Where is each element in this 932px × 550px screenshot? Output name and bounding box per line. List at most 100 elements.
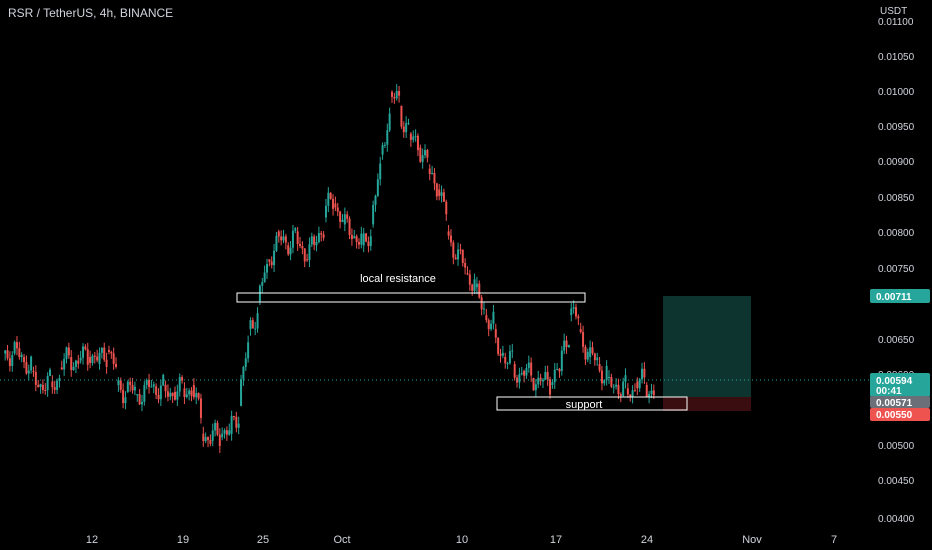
- candle-body: [598, 364, 601, 371]
- candle-body: [367, 241, 370, 247]
- candle-body: [652, 390, 655, 396]
- candle-body: [537, 377, 540, 385]
- candle-body: [299, 243, 302, 247]
- candle-body: [402, 126, 405, 133]
- candle-body: [13, 342, 16, 354]
- candle-body: [440, 192, 443, 196]
- candle-body: [565, 340, 568, 347]
- candle-body: [619, 394, 622, 396]
- candle-body: [218, 434, 221, 447]
- candle-body: [631, 390, 634, 398]
- candle-body: [600, 370, 603, 384]
- candle-body: [107, 350, 110, 352]
- candle-body: [414, 135, 417, 137]
- candle-body: [195, 393, 198, 398]
- candle-body: [416, 135, 419, 151]
- target-zone[interactable]: [663, 296, 751, 397]
- y-tick: 0.00400: [878, 514, 915, 525]
- candle-body: [480, 297, 483, 310]
- candle-body: [530, 362, 533, 376]
- candle-body: [608, 376, 611, 378]
- stop-zone[interactable]: [663, 397, 751, 411]
- candle-body: [211, 430, 214, 441]
- x-tick: 25: [257, 534, 269, 546]
- candle-body: [454, 257, 457, 260]
- candle-body: [131, 384, 134, 391]
- candle-body: [287, 245, 290, 255]
- candle-body: [574, 307, 577, 317]
- candle-body: [202, 433, 205, 442]
- candle-body: [482, 308, 485, 310]
- svg-text:0.00711: 0.00711: [876, 292, 912, 303]
- candle-body: [313, 236, 316, 245]
- candle-body: [8, 358, 11, 366]
- candle-body: [329, 192, 332, 199]
- candle-body: [324, 205, 327, 218]
- candle-body: [112, 353, 115, 364]
- candle-body: [77, 360, 80, 364]
- candle-body: [67, 347, 70, 356]
- candle-body: [593, 353, 596, 361]
- svg-text:0.00594: 0.00594: [876, 376, 913, 387]
- candle-body: [591, 347, 594, 354]
- candle-body: [32, 370, 35, 373]
- candle-body: [383, 144, 386, 146]
- time-axis[interactable]: 12 19 25 Oct 10 17 24 Nov 7: [86, 534, 837, 546]
- y-tick: 0.01100: [878, 17, 914, 28]
- candle-body: [544, 372, 547, 380]
- candle-body: [419, 147, 422, 162]
- candle-body: [25, 362, 28, 374]
- candle-body: [320, 233, 323, 235]
- candle-body: [263, 272, 266, 283]
- candle-body: [60, 367, 63, 370]
- candle-body: [157, 394, 160, 400]
- candle-body: [610, 376, 613, 387]
- candle-body: [353, 236, 356, 239]
- candle-body: [513, 364, 516, 378]
- candle-body: [589, 347, 592, 358]
- candle-body: [520, 373, 523, 375]
- candle-body: [247, 342, 250, 359]
- candle-body: [169, 392, 172, 397]
- candle-body: [466, 273, 469, 275]
- svg-text:0.00550: 0.00550: [876, 410, 913, 421]
- candle-body: [650, 390, 653, 394]
- support-box[interactable]: [496, 396, 688, 411]
- candle-body: [110, 351, 113, 354]
- candle-body: [44, 389, 47, 391]
- current-price-tag: 0.00594 00:41: [870, 373, 930, 397]
- resistance-box[interactable]: [236, 292, 586, 303]
- candles-layer: [4, 84, 655, 454]
- candle-body: [584, 346, 587, 360]
- candle-body: [431, 172, 434, 174]
- candle-body: [336, 207, 339, 212]
- candle-body: [633, 390, 636, 392]
- candle-body: [355, 236, 358, 242]
- candle-body: [435, 183, 438, 197]
- candle-body: [412, 136, 415, 140]
- y-tick: 0.00750: [878, 264, 915, 275]
- candle-body: [129, 381, 132, 385]
- candle-body: [237, 423, 240, 428]
- candle-body: [395, 91, 398, 99]
- y-tick: 0.00800: [878, 228, 915, 239]
- candle-body: [348, 218, 351, 235]
- candle-body: [518, 374, 521, 383]
- candle-body: [612, 386, 615, 388]
- candle-body: [178, 377, 181, 392]
- candle-body: [138, 394, 141, 405]
- candle-body: [490, 323, 493, 330]
- candle-body: [527, 362, 530, 369]
- candle-body: [136, 394, 139, 396]
- candle-body: [546, 372, 549, 380]
- candle-body: [6, 350, 9, 359]
- candle-body: [34, 372, 37, 385]
- candle-body: [327, 192, 330, 206]
- candle-body: [126, 381, 129, 392]
- candle-body: [393, 96, 396, 99]
- candle-body: [294, 228, 297, 231]
- candle-body: [532, 377, 535, 391]
- price-axis[interactable]: 0.00400 0.00450 0.00500 0.00600 0.00650 …: [878, 17, 915, 525]
- candle-body: [452, 242, 455, 258]
